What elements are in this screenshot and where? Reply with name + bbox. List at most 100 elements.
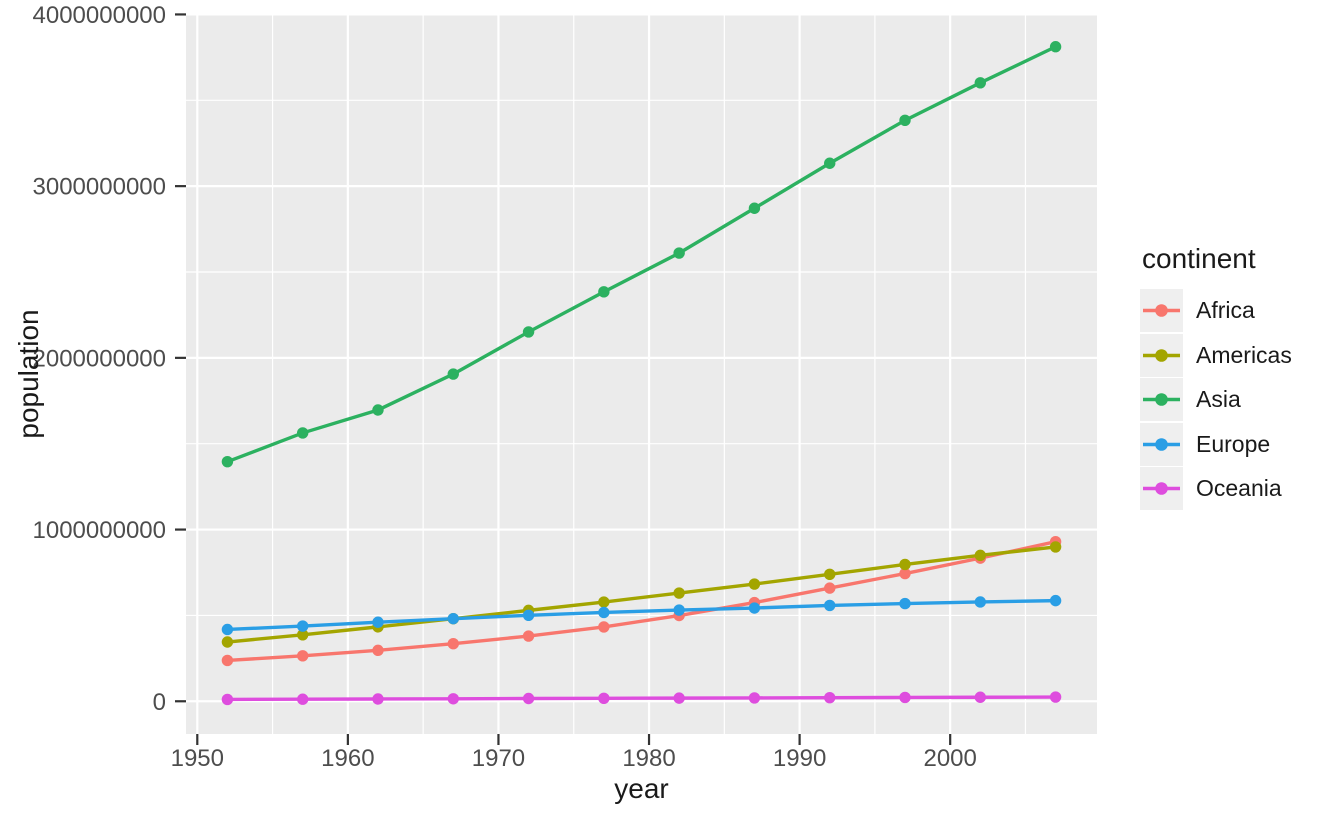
data-point (748, 578, 761, 590)
data-point (372, 616, 384, 628)
series-lines (226, 45, 1057, 702)
legend-key-icon (1140, 467, 1183, 510)
data-point (372, 693, 384, 705)
x-tick-label: 1990 (773, 745, 826, 772)
data-point (673, 692, 685, 704)
panel-background (186, 14, 1097, 734)
data-point (522, 609, 535, 622)
data-point (1049, 594, 1062, 607)
data-point (296, 427, 309, 439)
y-tick-label: 4000000000 (33, 2, 166, 29)
legend-label: Europe (1196, 430, 1271, 457)
data-point (221, 636, 234, 648)
data-point (598, 692, 610, 705)
data-point (522, 326, 535, 338)
data-point (296, 693, 309, 705)
data-point (899, 114, 911, 127)
data-point (598, 606, 610, 619)
data-point (748, 692, 761, 704)
data-point (899, 597, 911, 610)
series-line-americas (227, 545, 1056, 644)
data-point (296, 650, 309, 662)
data-point (296, 620, 309, 632)
data-point (899, 567, 911, 580)
legend-key-icon (1140, 378, 1183, 421)
y-tick-label: 0 (153, 689, 166, 716)
x-tick-labels: 1950 1960 1970 1980 1990 2000 (171, 745, 977, 772)
data-point (899, 558, 911, 571)
data-point (748, 602, 761, 614)
y-tick-label: 2000000000 (33, 345, 166, 372)
legend-label: Oceania (1196, 475, 1282, 501)
data-point (824, 157, 836, 169)
y-tick-label: 1000000000 (33, 517, 166, 544)
data-point (598, 596, 610, 608)
data-point (296, 629, 309, 641)
data-point (372, 644, 384, 657)
x-tick-label: 1960 (321, 745, 374, 772)
data-point (824, 599, 836, 612)
x-tick-label: 2000 (923, 745, 976, 772)
series-line-africa (227, 540, 1056, 663)
legend-item-africa: Africa (1140, 289, 1292, 332)
y-axis-title: population (13, 309, 44, 439)
legend-item-oceania: Oceania (1140, 467, 1292, 510)
x-axis-title: year (614, 773, 669, 804)
series-points-oceania (221, 691, 1062, 706)
data-point (447, 368, 459, 380)
data-point (598, 286, 610, 298)
data-point (598, 621, 610, 633)
y-tick-labels: 0 1000000000 2000000000 3000000000 400000000… (33, 2, 166, 716)
legend-item-americas: Americas (1140, 333, 1292, 377)
legend-label: Asia (1196, 386, 1241, 412)
data-point (748, 202, 761, 214)
data-point (974, 691, 987, 703)
data-point (974, 77, 987, 89)
data-point (221, 455, 234, 468)
data-point (1049, 41, 1062, 53)
legend-label: Americas (1196, 341, 1292, 368)
legend: continent Africa Americas Asia Europe Oceani… (1140, 243, 1292, 512)
data-point (221, 623, 234, 636)
series-points (221, 41, 1062, 706)
series-line-europe (227, 598, 1056, 632)
data-point (974, 596, 987, 608)
x-tick-label: 1950 (171, 745, 224, 772)
data-point (673, 247, 685, 259)
data-point (824, 582, 836, 594)
data-point (824, 691, 836, 704)
data-point (974, 549, 987, 562)
legend-label: Africa (1196, 297, 1255, 323)
data-point (673, 587, 685, 599)
x-tick-label: 1970 (472, 745, 525, 772)
series-points-asia (221, 41, 1062, 468)
data-point (447, 693, 459, 705)
legend-item-europe: Europe (1140, 422, 1292, 466)
series-line-asia (226, 45, 1057, 464)
data-point (673, 604, 685, 616)
x-tick-label: 1980 (622, 745, 675, 772)
gridlines-major (186, 13, 1097, 734)
legend-key-icon (1140, 289, 1183, 332)
legend-key-icon (1140, 333, 1183, 377)
series-points-europe (221, 594, 1062, 636)
y-tick-label: 3000000000 (33, 174, 166, 201)
data-point (447, 612, 459, 625)
data-point (372, 404, 384, 416)
data-point (899, 691, 911, 704)
data-point (522, 692, 535, 705)
data-point (447, 638, 459, 650)
axis-ticks (175, 13, 952, 745)
data-point (1049, 691, 1062, 703)
data-point (221, 693, 234, 706)
data-point (1049, 541, 1062, 553)
data-point (221, 654, 234, 667)
series-points-americas (221, 541, 1062, 648)
legend-title: continent (1142, 243, 1256, 274)
data-point (824, 568, 836, 581)
legend-key-icon (1140, 422, 1183, 466)
legend-item-asia: Asia (1140, 378, 1292, 421)
series-line-oceania (227, 695, 1056, 702)
